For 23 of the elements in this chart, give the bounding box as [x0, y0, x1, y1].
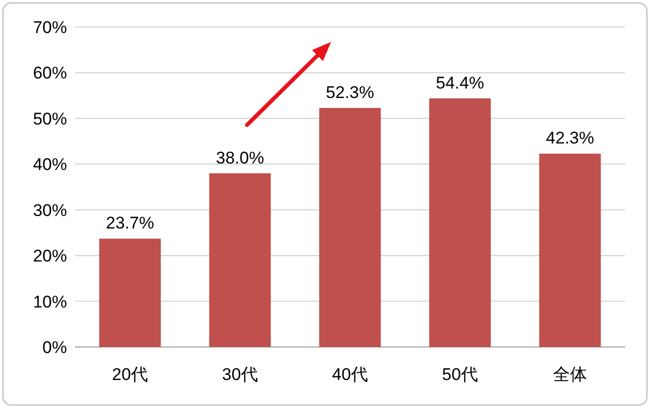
y-tick-label: 30% [32, 200, 67, 220]
y-tick-label: 60% [32, 64, 67, 83]
x-tick-label: 40代 [332, 365, 368, 384]
x-tick-label: 20代 [112, 365, 148, 384]
y-tick-label: 40% [32, 155, 67, 174]
data-label: 42.3% [546, 128, 594, 148]
data-label: 54.4% [436, 73, 484, 92]
x-tick-label: 50代 [442, 365, 478, 384]
x-tick-label: 30代 [222, 365, 258, 384]
bar [319, 108, 381, 347]
y-tick-label: 0% [42, 338, 67, 357]
x-tick-label: 全体 [553, 365, 587, 384]
bar [539, 154, 601, 347]
bar [99, 238, 161, 347]
y-tick-label: 20% [32, 246, 67, 266]
y-tick-label: 50% [32, 109, 67, 128]
bar [209, 173, 271, 347]
y-tick-label: 70% [32, 18, 67, 37]
data-label: 52.3% [326, 82, 374, 102]
data-label: 38.0% [216, 148, 264, 168]
bar [429, 98, 491, 347]
data-label: 23.7% [106, 214, 154, 233]
y-tick-label: 10% [32, 292, 67, 312]
